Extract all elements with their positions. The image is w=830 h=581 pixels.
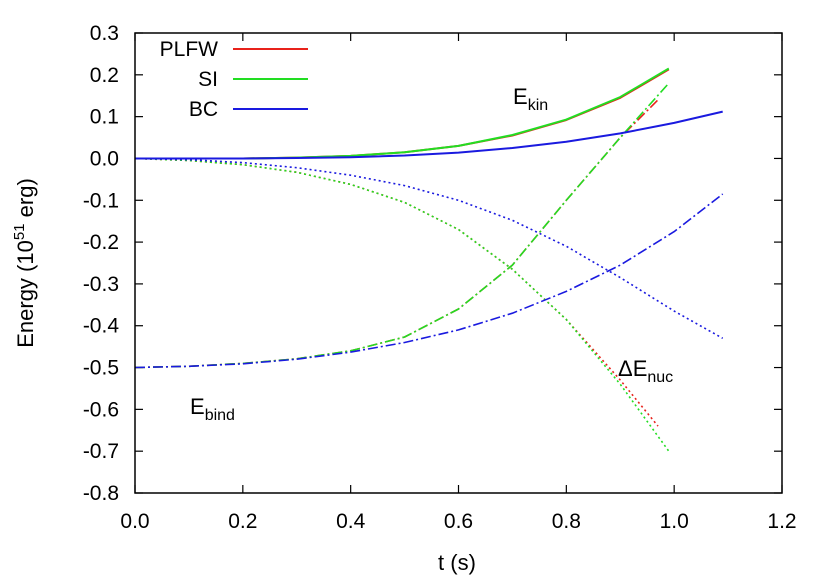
y-axis-ticks: 0.3 0.2 0.1 0.0 -0.1 -0.2 -0.3 -0.4 -0.5 -0.6 -0.7… bbox=[83, 22, 782, 505]
x-tick-label: 0.6 bbox=[444, 510, 473, 533]
series-layer bbox=[134, 67, 724, 452]
y-tick-label: -0.1 bbox=[83, 189, 119, 212]
x-axis-title: t (s) bbox=[438, 550, 476, 575]
y-tick-label: 0.1 bbox=[90, 106, 119, 129]
annotation-ebind: Ebind bbox=[190, 394, 235, 424]
y-tick-label: -0.8 bbox=[83, 482, 119, 505]
x-tick-label: 0.4 bbox=[336, 510, 366, 533]
x-tick-label: 0.2 bbox=[228, 510, 257, 533]
annotation-ekin: Ekin bbox=[513, 84, 548, 114]
y-tick-label: -0.2 bbox=[83, 231, 119, 254]
legend-label-bc: BC bbox=[189, 98, 218, 121]
y-tick-label: 0.0 bbox=[90, 147, 119, 170]
x-tick-label: 0.8 bbox=[552, 510, 581, 533]
plot-frame bbox=[134, 32, 783, 494]
legend-label-plfw: PLFW bbox=[160, 38, 219, 61]
series-line-plfw-de-nuc bbox=[134, 157, 659, 427]
annotation-enuc: ΔEnuc bbox=[618, 356, 673, 386]
y-tick-label: 0.3 bbox=[90, 22, 119, 45]
series-line-bc-e-bind bbox=[134, 193, 724, 369]
y-tick-label: -0.7 bbox=[83, 440, 119, 463]
y-tick-label: -0.4 bbox=[83, 315, 120, 338]
x-tick-label: 1.0 bbox=[660, 510, 689, 533]
legend: PLFW SI BC bbox=[160, 38, 308, 121]
x-tick-label: 0.0 bbox=[120, 510, 149, 533]
x-tick-label: 1.2 bbox=[767, 510, 796, 533]
series-line-bc-de-nuc bbox=[134, 157, 724, 339]
y-tick-label: -0.3 bbox=[83, 273, 119, 296]
series-line-bc-e-kin bbox=[135, 110, 723, 160]
series-line-si-e-bind bbox=[134, 82, 670, 369]
y-tick-label: -0.5 bbox=[83, 357, 119, 380]
y-axis-title: Energy (1051 erg) bbox=[11, 178, 38, 348]
legend-label-si: SI bbox=[198, 68, 218, 91]
x-axis-ticks: 0.0 0.2 0.4 0.6 0.8 1.0 1.2 bbox=[120, 33, 797, 533]
y-tick-label: 0.2 bbox=[90, 64, 119, 87]
y-tick-label: -0.6 bbox=[83, 398, 119, 421]
